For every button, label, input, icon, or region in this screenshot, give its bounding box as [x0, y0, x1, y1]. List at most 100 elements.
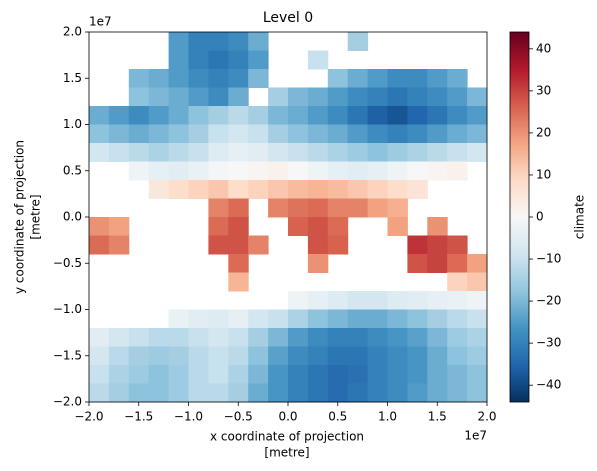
heatmap-cell — [168, 161, 189, 181]
heatmap-cell — [248, 235, 269, 255]
heatmap-cell — [89, 235, 110, 255]
heatmap-cell — [168, 365, 189, 384]
heatmap-cell — [447, 272, 468, 292]
heatmap-cell — [327, 235, 349, 255]
heatmap-cell — [208, 235, 229, 255]
heatmap-cell — [367, 383, 388, 403]
heatmap-cell — [228, 328, 249, 347]
x-tick-label: 0.0 — [278, 410, 297, 424]
heatmap-cell — [228, 309, 249, 329]
heatmap-cell — [347, 69, 369, 88]
heatmap-cell — [228, 87, 249, 107]
heatmap-cell — [128, 365, 150, 384]
heatmap-cell — [447, 235, 468, 255]
heatmap-cell — [89, 217, 110, 236]
heatmap-cell — [387, 69, 408, 88]
heatmap-cell — [89, 143, 110, 162]
heatmap-cell — [387, 180, 408, 199]
heatmap-cell — [148, 365, 170, 384]
heatmap-cell — [407, 309, 428, 329]
heatmap-cell — [387, 161, 408, 181]
heatmap-cell — [347, 328, 369, 347]
y-tick-label: 1.5 — [63, 71, 82, 85]
heatmap-cell — [288, 87, 309, 107]
heatmap-cell — [407, 254, 428, 273]
heatmap-cell — [248, 50, 269, 70]
heatmap-cell — [387, 328, 408, 347]
heatmap-cell — [307, 180, 329, 199]
heatmap-cell — [387, 106, 408, 125]
heatmap-cell — [427, 346, 448, 366]
heatmap-cell — [228, 69, 249, 88]
heatmap-cell — [407, 235, 428, 255]
heatmap-cell — [347, 106, 369, 125]
heatmap-cell — [188, 143, 209, 162]
heatmap-cell — [148, 383, 170, 403]
heatmap-cell — [367, 180, 388, 199]
heatmap-cell — [248, 180, 269, 199]
heatmap-cell — [268, 365, 289, 384]
heatmap-cell — [188, 383, 209, 403]
heatmap-cell — [128, 383, 150, 403]
heatmap-cell — [427, 328, 448, 347]
heatmap-cell — [447, 254, 468, 273]
heatmap-cell — [208, 217, 229, 236]
heatmap-cell — [168, 180, 189, 199]
heatmap-cell — [228, 272, 249, 292]
heatmap-cell — [188, 161, 209, 181]
heatmap-cell — [467, 328, 488, 347]
heatmap-cell — [427, 291, 448, 310]
heatmap-cell — [228, 161, 249, 181]
heatmap-cell — [288, 180, 309, 199]
heatmap-cell — [188, 87, 209, 107]
heatmap-cell — [427, 254, 448, 273]
heatmap-cell — [427, 309, 448, 329]
heatmap-cell — [268, 180, 289, 199]
heatmap-cell — [427, 124, 448, 144]
heatmap-cell — [108, 328, 130, 347]
heatmap-cell — [208, 32, 229, 51]
heatmap-cell — [288, 328, 309, 347]
heatmap-cell — [307, 328, 329, 347]
heatmap-cell — [228, 124, 249, 144]
colorbar-tick-label: 0 — [536, 210, 544, 224]
heatmap-cell — [387, 383, 408, 403]
heatmap-cell — [307, 365, 329, 384]
heatmap-cell — [327, 87, 349, 107]
heatmap-cell — [407, 106, 428, 125]
x-tick-label: −1.5 — [124, 410, 153, 424]
heatmap-cell — [288, 143, 309, 162]
y-tick-label: 1.0 — [63, 117, 82, 131]
heatmap-cell — [467, 309, 488, 329]
heatmap-cell — [288, 346, 309, 366]
heatmap-cell — [128, 69, 150, 88]
heatmap-cell — [228, 254, 249, 273]
heatmap-cell — [367, 346, 388, 366]
colorbar — [509, 31, 530, 403]
heatmap-cell — [288, 383, 309, 403]
colorbar-tick-label: −20 — [536, 294, 561, 308]
heatmap-cell — [168, 143, 189, 162]
heatmap-cell — [347, 346, 369, 366]
heatmap-cell — [367, 87, 388, 107]
heatmap-cell — [208, 383, 229, 403]
x-tick-label: 1.5 — [428, 410, 447, 424]
heatmap-cell — [447, 383, 468, 403]
heatmap-cell — [128, 328, 150, 347]
heatmap-cell — [228, 198, 249, 218]
heatmap-cell — [327, 180, 349, 199]
heatmap-cell — [387, 217, 408, 236]
x-axis-label: [metre] — [264, 446, 309, 460]
heatmap-cell — [307, 124, 329, 144]
heatmap-cell — [288, 198, 309, 218]
heatmap-cell — [307, 383, 329, 403]
heatmap-cell — [307, 50, 329, 70]
heatmap-cell — [347, 161, 369, 181]
heatmap-cell — [228, 235, 249, 255]
heatmap-cell — [89, 124, 110, 144]
x-tick-label: −1.0 — [174, 410, 203, 424]
heatmap-cell — [148, 161, 170, 181]
heatmap-cell — [327, 365, 349, 384]
heatmap-cell — [307, 161, 329, 181]
heatmap-cell — [168, 50, 189, 70]
